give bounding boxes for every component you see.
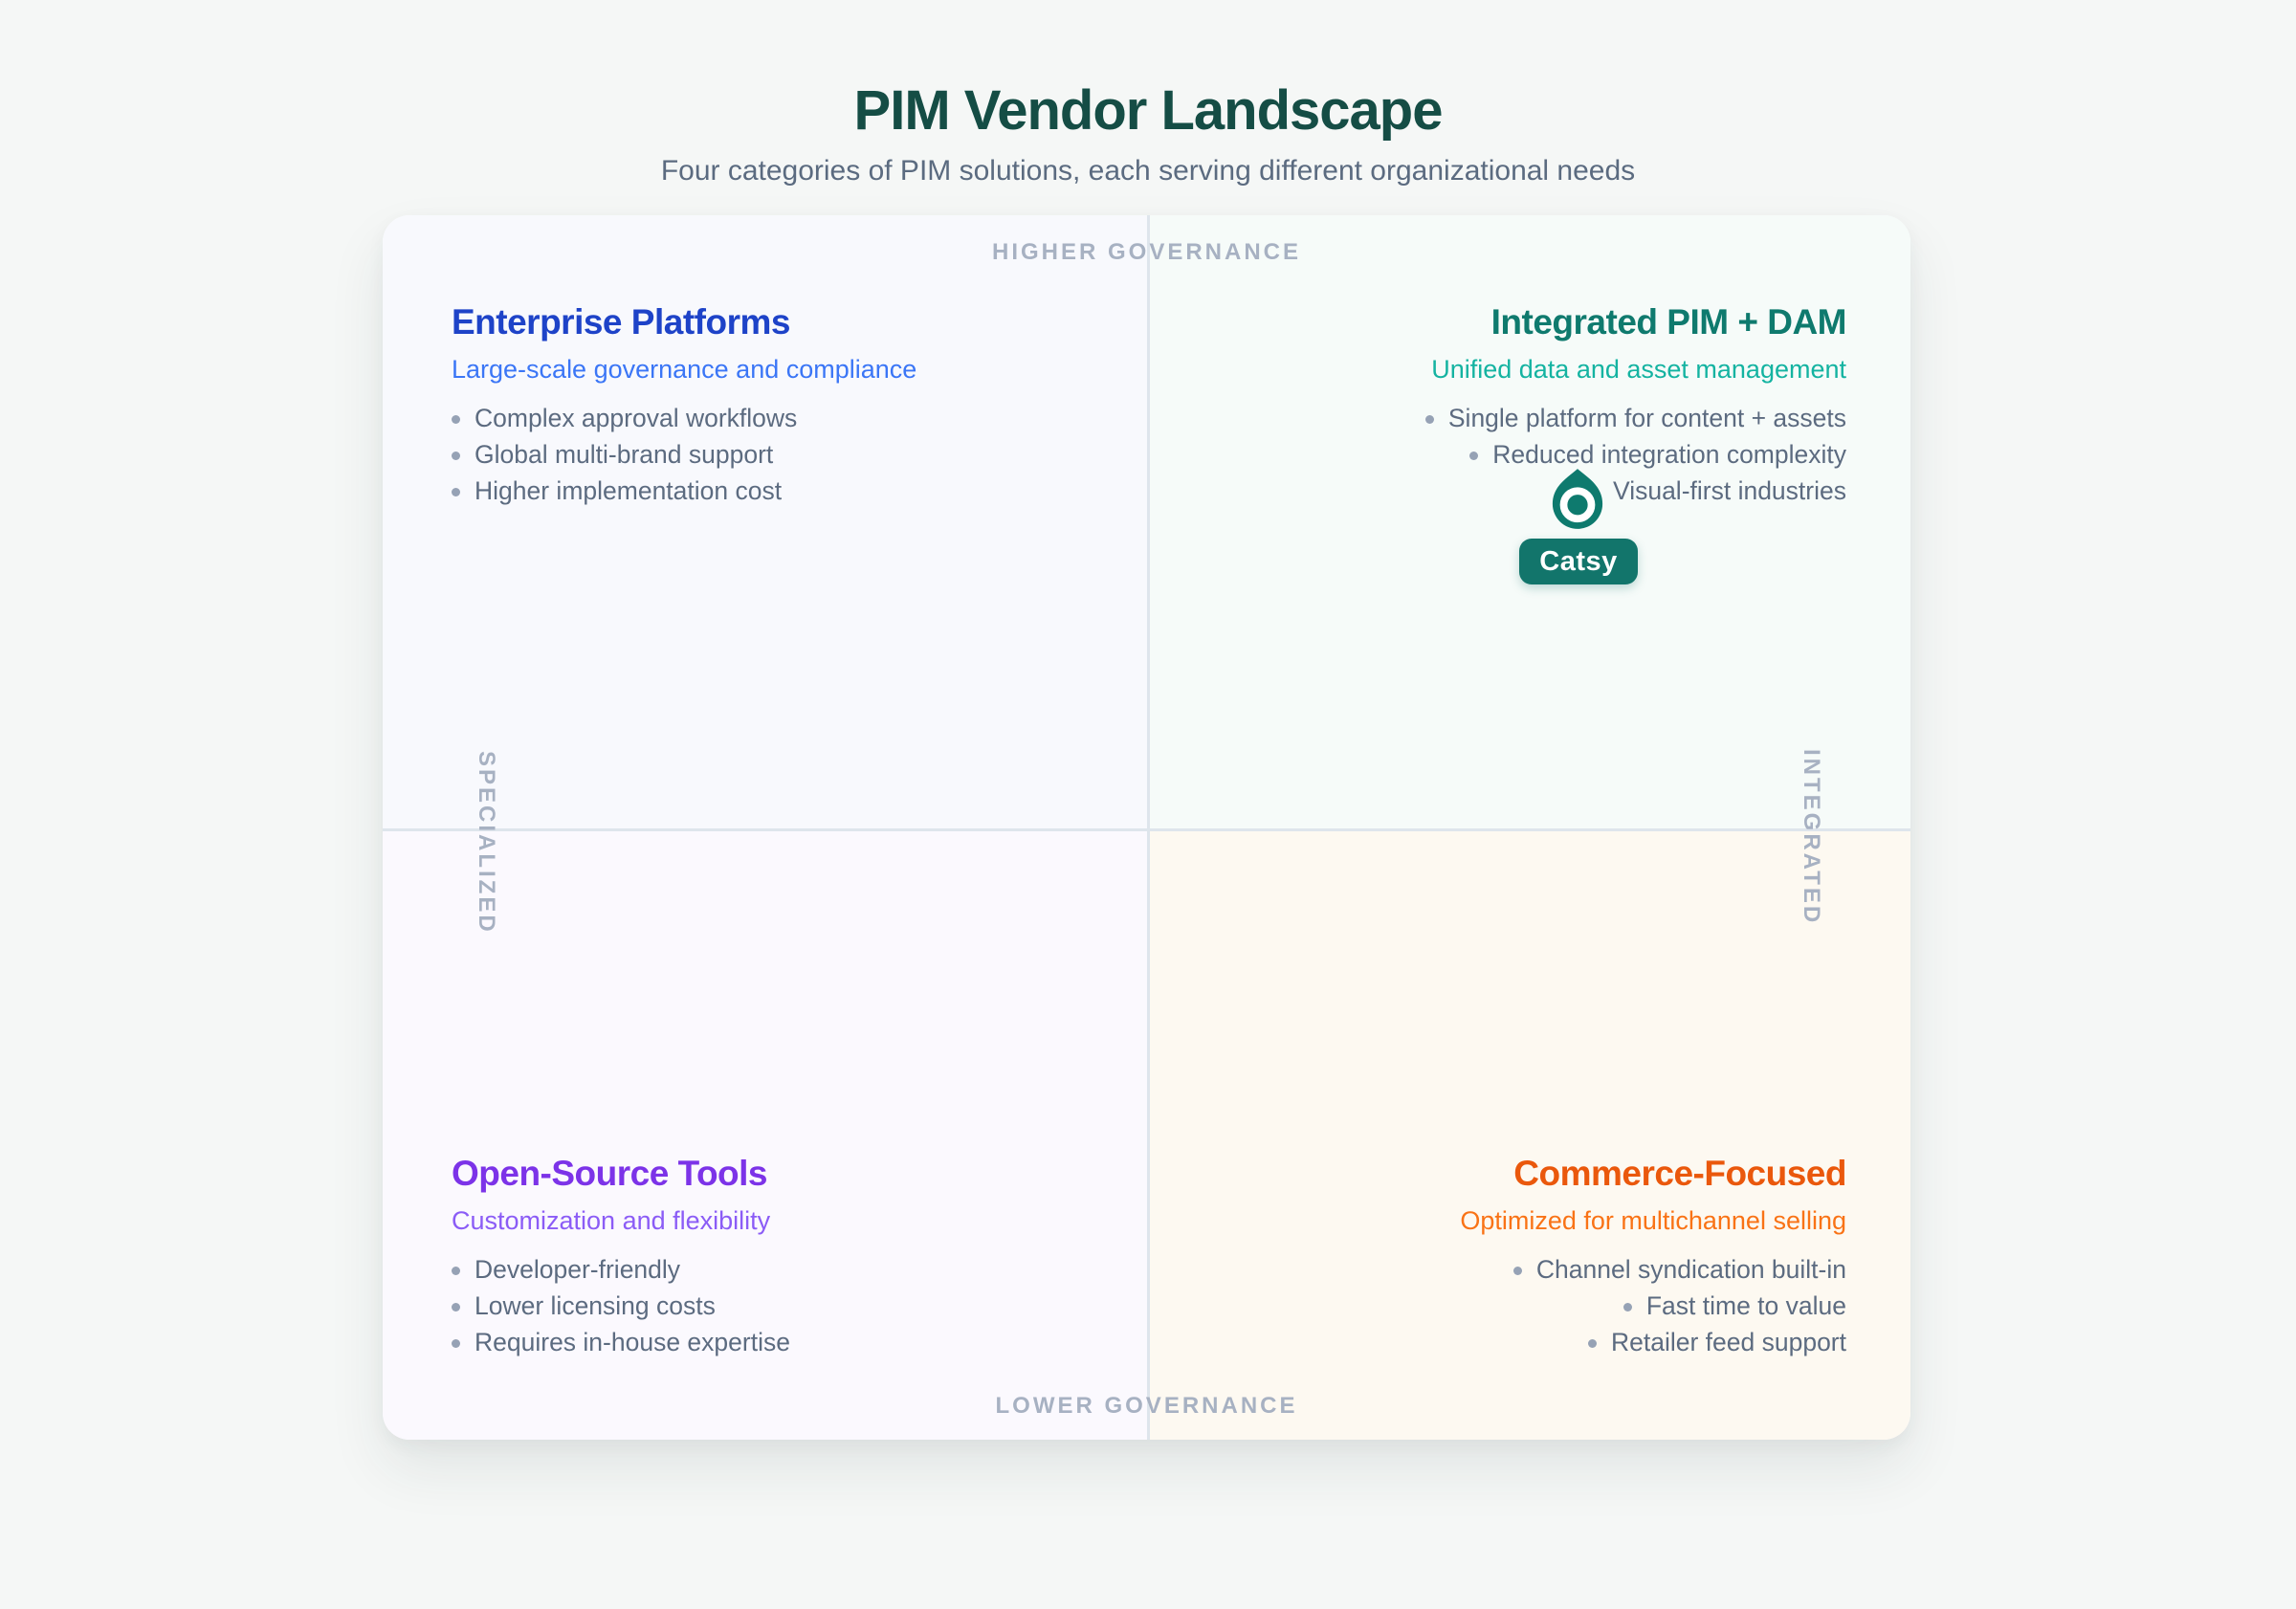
quadrant-bg-open-source — [383, 829, 1148, 1440]
bullet-item: Channel syndication built-in — [1460, 1251, 1846, 1288]
axis-label-integrated: INTEGRATED — [1799, 749, 1824, 926]
vendor-pin-icon — [1552, 469, 1603, 529]
quadrant-enterprise-platforms: Enterprise Platforms Large-scale governa… — [452, 303, 916, 509]
bullet-dot-icon — [452, 488, 460, 496]
bullet-dot-icon — [452, 1303, 460, 1311]
bullet-item: Reduced integration complexity — [1425, 436, 1846, 473]
bullet-dot-icon — [452, 415, 460, 424]
axis-label-lower-governance: LOWER GOVERNANCE — [995, 1393, 1298, 1419]
axis-label-specialized: SPECIALIZED — [474, 751, 499, 935]
bullet-dot-icon — [1587, 1339, 1597, 1348]
bullet-item: Complex approval workflows — [452, 400, 916, 436]
catsy-vendor-badge: Catsy — [1519, 539, 1638, 584]
axis-label-higher-governance: HIGHER GOVERNANCE — [991, 239, 1302, 265]
horizontal-axis-divider — [383, 828, 1910, 831]
page-title: PIM Vendor Landscape — [853, 79, 1444, 142]
quadrant-bg-integrated — [1148, 215, 1910, 829]
bullet-dot-icon — [1469, 452, 1479, 460]
bullet-dot-icon — [452, 1267, 460, 1275]
quadrant-integrated-pim-dam: Integrated PIM + DAM Unified data and as… — [1424, 302, 1847, 509]
bullet-item: Higher implementation cost — [452, 473, 916, 509]
quadrant-bullet-list: Channel syndication built-in Fast time t… — [1460, 1251, 1846, 1360]
bullet-item: Single platform for content + assets — [1424, 400, 1846, 436]
quadrant-board: HIGHER GOVERNANCE LOWER GOVERNANCE SPECI… — [383, 215, 1910, 1440]
bullet-item: Visual-first industries — [1425, 473, 1846, 509]
quadrant-bg-commerce — [1148, 829, 1910, 1440]
quadrant-bullet-list: Developer-friendly Lower licensing costs… — [452, 1251, 790, 1360]
quadrant-title: Open-Source Tools — [452, 1154, 768, 1193]
quadrant-title: Commerce-Focused — [1513, 1154, 1846, 1193]
quadrant-bullet-list: Complex approval workflows Global multi-… — [452, 400, 916, 509]
bullet-item: Global multi-brand support — [452, 436, 916, 473]
quadrant-commerce-focused: Commerce-Focused Optimized for multichan… — [1460, 1155, 1846, 1360]
bullet-dot-icon — [1512, 1267, 1522, 1275]
quadrant-bg-enterprise — [383, 215, 1148, 829]
quadrant-tagline: Unified data and asset management — [1431, 355, 1846, 384]
page-subtitle: Four categories of PIM solutions, each s… — [660, 155, 1636, 187]
quadrant-title: Enterprise Platforms — [452, 302, 790, 342]
bullet-dot-icon — [452, 1339, 460, 1348]
bullet-item: Retailer feed support — [1460, 1324, 1846, 1360]
bullet-item: Requires in-house expertise — [452, 1324, 790, 1360]
quadrant-tagline: Optimized for multichannel selling — [1460, 1206, 1846, 1235]
vertical-axis-divider — [1147, 215, 1150, 1440]
quadrant-bullet-list: Single platform for content + assets Red… — [1424, 400, 1846, 509]
bullet-dot-icon — [1623, 1303, 1632, 1311]
quadrant-tagline: Large-scale governance and compliance — [452, 355, 917, 384]
bullet-item: Developer-friendly — [452, 1251, 790, 1288]
quadrant-title: Integrated PIM + DAM — [1490, 302, 1847, 342]
quadrant-open-source-tools: Open-Source Tools Customization and flex… — [452, 1155, 790, 1360]
bullet-item: Lower licensing costs — [452, 1288, 790, 1324]
bullet-dot-icon — [1424, 415, 1434, 424]
quadrant-tagline: Customization and flexibility — [452, 1206, 771, 1235]
bullet-item: Fast time to value — [1460, 1288, 1846, 1324]
bullet-dot-icon — [452, 452, 460, 460]
